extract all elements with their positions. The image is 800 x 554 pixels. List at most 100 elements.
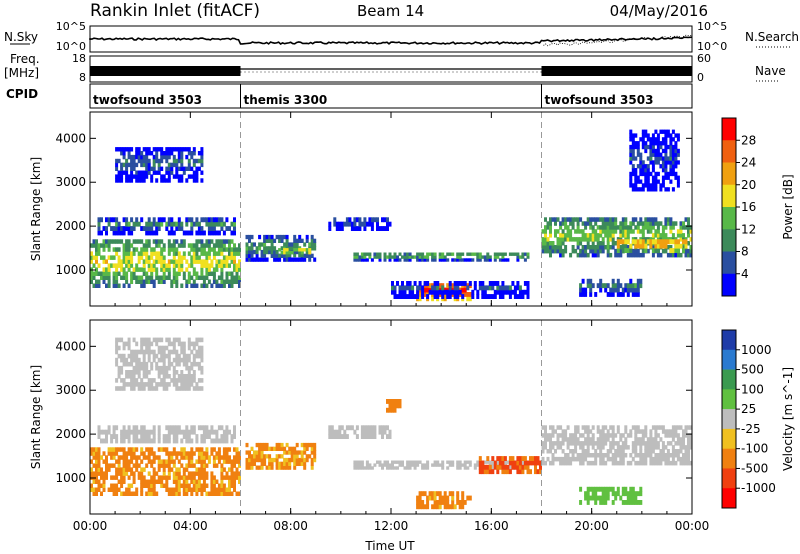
data-cell bbox=[195, 467, 199, 472]
data-cell bbox=[125, 357, 129, 363]
data-cell bbox=[127, 361, 131, 367]
data-cell bbox=[629, 453, 633, 458]
data-cell bbox=[212, 275, 216, 280]
data-cell bbox=[157, 455, 161, 460]
data-cell bbox=[120, 263, 124, 268]
data-cell bbox=[175, 434, 179, 439]
data-cell bbox=[145, 255, 149, 260]
data-cell bbox=[529, 460, 532, 466]
data-cell bbox=[310, 465, 314, 470]
data-cell bbox=[162, 255, 166, 260]
nsearch-tick-bottom: 10^0 bbox=[697, 40, 727, 53]
data-cell bbox=[641, 168, 645, 173]
data-cell bbox=[669, 133, 673, 138]
data-cell bbox=[518, 289, 522, 295]
data-cell bbox=[649, 437, 653, 442]
data-cell bbox=[644, 179, 648, 184]
data-cell bbox=[661, 137, 665, 142]
data-cell bbox=[127, 221, 131, 227]
data-cell bbox=[463, 258, 467, 262]
data-cell bbox=[190, 154, 194, 160]
data-cell bbox=[646, 137, 650, 142]
data-cell bbox=[228, 429, 231, 435]
data-cell bbox=[105, 275, 108, 280]
data-cell bbox=[115, 471, 119, 476]
data-cell bbox=[258, 442, 262, 448]
data-cell bbox=[185, 463, 189, 468]
data-cell bbox=[551, 445, 555, 450]
data-cell bbox=[448, 289, 452, 295]
data-cell bbox=[574, 437, 578, 442]
data-cell bbox=[288, 457, 292, 463]
data-cell bbox=[185, 267, 189, 272]
data-cell bbox=[566, 225, 570, 230]
data-cell bbox=[609, 225, 613, 230]
data-cell bbox=[606, 241, 610, 246]
data-cell bbox=[298, 234, 302, 240]
data-cell bbox=[664, 433, 668, 438]
data-cell bbox=[363, 217, 367, 223]
data-cell bbox=[433, 252, 437, 256]
data-cell bbox=[654, 137, 658, 142]
data-cell bbox=[195, 283, 199, 288]
data-cell bbox=[611, 221, 615, 226]
data-cell bbox=[649, 171, 653, 177]
data-cell bbox=[228, 455, 231, 460]
data-cell bbox=[589, 437, 593, 442]
data-cell bbox=[661, 156, 665, 161]
data-cell bbox=[601, 445, 605, 450]
data-cell bbox=[125, 455, 129, 460]
data-cell bbox=[493, 258, 497, 262]
data-cell bbox=[147, 166, 151, 171]
data-cell bbox=[175, 174, 179, 179]
data-cell bbox=[656, 233, 660, 238]
data-cell bbox=[92, 243, 96, 248]
y-tick-label: 3000 bbox=[55, 175, 86, 189]
colorbar-tick-label: 1000 bbox=[741, 343, 772, 357]
data-cell bbox=[197, 226, 201, 231]
data-cell bbox=[546, 437, 550, 442]
data-cell bbox=[423, 292, 427, 297]
data-cell bbox=[192, 174, 196, 179]
data-cell bbox=[576, 453, 580, 458]
data-cell bbox=[611, 237, 615, 242]
data-cell bbox=[170, 491, 174, 496]
data-cell bbox=[338, 221, 342, 227]
data-cell bbox=[350, 221, 354, 227]
data-cell bbox=[217, 247, 221, 252]
data-cell bbox=[200, 425, 204, 431]
data-cell bbox=[631, 441, 635, 446]
data-cell bbox=[526, 289, 530, 295]
data-cell bbox=[117, 221, 121, 227]
data-cell bbox=[348, 221, 352, 227]
data-cell bbox=[669, 252, 673, 258]
data-cell bbox=[466, 296, 470, 302]
data-cell bbox=[177, 221, 181, 227]
data-cell bbox=[556, 217, 560, 222]
data-cell bbox=[97, 434, 101, 439]
data-cell bbox=[172, 357, 176, 363]
data-cell bbox=[207, 491, 211, 496]
data-cell bbox=[185, 438, 189, 444]
data-cell bbox=[468, 252, 472, 256]
data-cell bbox=[671, 144, 675, 150]
colorbar-swatch bbox=[722, 468, 736, 489]
data-cell bbox=[155, 275, 159, 280]
data-cell bbox=[363, 425, 367, 431]
data-cell bbox=[150, 263, 154, 268]
data-cell bbox=[207, 226, 211, 231]
data-cell bbox=[205, 239, 209, 244]
data-cell bbox=[626, 292, 630, 297]
data-cell bbox=[594, 221, 598, 226]
data-cell bbox=[97, 230, 101, 236]
data-cell bbox=[506, 460, 510, 464]
data-cell bbox=[177, 475, 181, 480]
data-cell bbox=[165, 151, 169, 156]
data-cell bbox=[676, 456, 680, 462]
data-cell bbox=[431, 495, 435, 501]
data-cell bbox=[586, 449, 590, 454]
data-cell bbox=[225, 259, 229, 264]
data-cell bbox=[205, 221, 209, 227]
data-cell bbox=[235, 491, 239, 496]
data-cell bbox=[426, 258, 430, 262]
